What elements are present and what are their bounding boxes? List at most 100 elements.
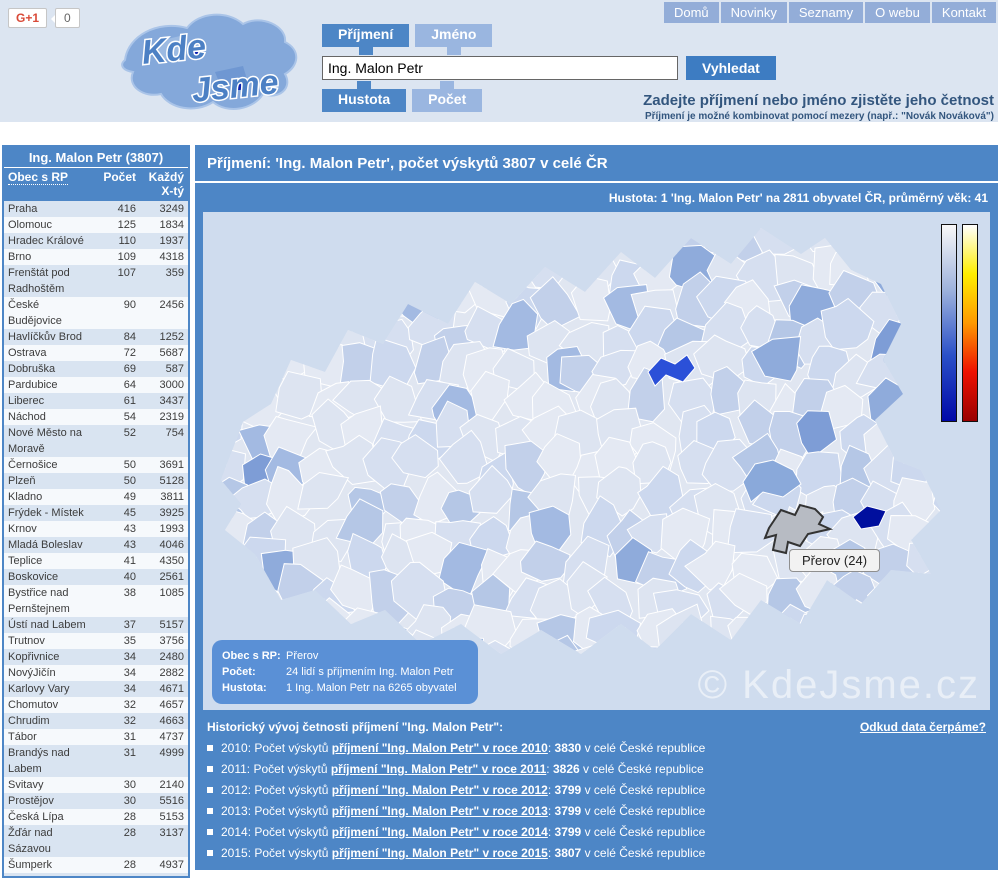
region-prerov-highlighted[interactable] (763, 503, 834, 555)
table-row[interactable]: Dobruška 69 587 (4, 361, 188, 377)
table-row[interactable]: Olomouc 125 1834 (4, 217, 188, 233)
tagline-main: Zadejte příjmení nebo jméno zjistěte jeh… (643, 92, 994, 109)
table-row[interactable]: Prostějov 30 5516 (4, 793, 188, 809)
tab-hustota[interactable]: Hustota (322, 81, 407, 112)
region-bright-blue[interactable] (647, 354, 696, 387)
history-item: 2011: Počet výskytů příjmení "Ing. Malon… (207, 762, 986, 776)
sort-city-link[interactable]: Obec s RP (8, 170, 69, 185)
history-item: 2010: Počet výskytů příjmení "Ing. Malon… (207, 741, 986, 755)
czech-republic-map[interactable] (203, 212, 990, 710)
logo-texture (235, 84, 241, 90)
sidebar-title: Ing. Malon Petr (3807) (4, 147, 188, 168)
table-row[interactable]: Chomutov 32 4657 (4, 697, 188, 713)
history-item: 2012: Počet výskytů příjmení "Ing. Malon… (207, 783, 986, 797)
logo-text-line2: Jsme (190, 63, 280, 110)
history-year-link[interactable]: příjmení "Ing. Malon Petr" v roce 2011 (330, 762, 547, 776)
main-panel: Příjmení: 'Ing. Malon Petr', počet výsky… (195, 145, 998, 870)
table-row[interactable]: Chrudim 32 4663 (4, 713, 188, 729)
nav-item-o-webu[interactable]: O webu (865, 2, 930, 23)
nav-item-kontakt[interactable]: Kontakt (931, 2, 996, 23)
table-row[interactable]: Mladá Boleslav 43 4046 (4, 537, 188, 553)
history-year-link[interactable]: příjmení "Ing. Malon Petr" v roce 2014 (331, 825, 548, 839)
info-box-row: Počet: 24 lidí s příjmením Ing. Malon Pet… (222, 666, 454, 678)
history-year-link[interactable]: příjmení "Ing. Malon Petr" v roce 2015 (331, 846, 548, 860)
table-row[interactable]: Černošice 50 3691 (4, 457, 188, 473)
search-button[interactable]: Vyhledat (686, 56, 776, 80)
watermark: © KdeJsme.cz (697, 663, 980, 707)
table-row[interactable]: Praha 416 3249 (4, 201, 188, 217)
sidebar-rows: Praha 416 3249 Olomouc 125 1834 Hradec Králové… (4, 201, 188, 876)
table-row[interactable]: Ústí nad Labem 37 5157 (4, 617, 188, 633)
table-row[interactable]: Kladno 49 3811 (4, 489, 188, 505)
table-row[interactable]: Česká Lípa 28 5153 (4, 809, 188, 825)
table-row[interactable]: Krnov 43 1993 (4, 521, 188, 537)
history-list: 2010: Počet výskytů příjmení "Ing. Malon… (207, 741, 986, 860)
logo-texture (155, 36, 187, 60)
table-row[interactable]: Brno 109 4318 (4, 249, 188, 265)
logo-texture (191, 50, 198, 57)
table-row[interactable]: Ostrava 72 5687 (4, 345, 188, 361)
region-info-box: Obec s RP: Přerov Počet: 24 lidí s příjmení… (212, 640, 478, 704)
table-row[interactable]: Plzeň 50 5128 (4, 473, 188, 489)
top-nav: Domů Novinky Seznamy O webu Kontakt (663, 2, 996, 23)
nav-item-novinky[interactable]: Novinky (720, 2, 787, 23)
search-input[interactable] (322, 56, 678, 80)
column-header-every: Každý X-tý (148, 170, 184, 198)
table-row[interactable]: Teplice 41 4350 (4, 553, 188, 569)
map-tooltip: Přerov (24) (789, 549, 881, 572)
history-item: 2015: Počet výskytů příjmení "Ing. Malon… (207, 846, 986, 860)
tagline-sub: Příjmení je možné kombinovat pomocí meze… (644, 111, 994, 122)
map-cells[interactable] (203, 212, 990, 710)
column-header-city: Obec s RP (8, 170, 96, 198)
table-row[interactable]: NovýJičín 34 2882 (4, 665, 188, 681)
history-year-link[interactable]: příjmení "Ing. Malon Petr" v roce 2013 (331, 804, 548, 818)
nav-item-domů[interactable]: Domů (663, 2, 719, 23)
site-logo[interactable]: Kde Jsme (95, 2, 320, 122)
logo-text-line1: Kde (140, 27, 208, 72)
table-row[interactable]: Nové Město na Moravě 52 754 (4, 425, 188, 457)
table-row[interactable]: Hradec Králové 110 1937 (4, 233, 188, 249)
table-row[interactable]: Frenštát pod Radhoštěm 107 359 (4, 265, 188, 297)
tab-pocet[interactable]: Počet (412, 81, 483, 112)
tagline: Zadejte příjmení nebo jméno zjistěte jeh… (643, 92, 994, 122)
page-title: Příjmení: 'Ing. Malon Petr', počet výsky… (207, 155, 608, 172)
table-row[interactable]: České Budějovice 90 2456 (4, 297, 188, 329)
history-year-link[interactable]: příjmení "Ing. Malon Petr" v roce 2010 (331, 741, 548, 755)
google-plus-widget: G+1 0 (8, 8, 80, 28)
column-header-count: Počet (103, 170, 136, 184)
table-row[interactable]: Havlíčkův Brod 84 1252 (4, 329, 188, 345)
table-row[interactable]: Žďár nad Sázavou 28 3137 (4, 825, 188, 857)
table-row[interactable]: Boskovice 40 2561 (4, 569, 188, 585)
sidebar-results: Ing. Malon Petr (3807) Obec s RP Počet K… (2, 145, 190, 878)
data-source-link[interactable]: Odkud data čerpáme? (859, 720, 986, 734)
tab-jmeno[interactable]: Jméno (415, 24, 493, 55)
info-box-row: Obec s RP: Přerov (222, 650, 319, 662)
history-section: Historický vývoj četnosti příjmení "Ing.… (195, 710, 998, 860)
table-row[interactable]: Kopřivnice 34 2480 (4, 649, 188, 665)
table-row[interactable]: Trutnov 35 3756 (4, 633, 188, 649)
table-row[interactable]: Šumperk 28 4937 (4, 857, 188, 873)
table-row[interactable]: Bystřice nad Pernštejnem 38 1085 (4, 585, 188, 617)
tab-prijmeni[interactable]: Příjmení (322, 24, 410, 55)
history-year-link[interactable]: příjmení "Ing. Malon Petr" v roce 2012 (331, 783, 548, 797)
region-navy[interactable] (852, 505, 887, 530)
table-row[interactable]: Frýdek - Místek 45 3925 (4, 505, 188, 521)
nav-item-seznamy[interactable]: Seznamy (788, 2, 864, 23)
google-plus-count: 0 (51, 8, 80, 28)
history-item: 2013: Počet výskytů příjmení "Ing. Malon… (207, 804, 986, 818)
region-medium-blue[interactable] (742, 459, 802, 503)
table-row[interactable]: Liberec 61 3437 (4, 393, 188, 409)
table-row[interactable]: Svitavy 30 2140 (4, 777, 188, 793)
table-row[interactable]: Tábor 31 4737 (4, 729, 188, 745)
history-title: Historický vývoj četnosti příjmení "Ing.… (207, 720, 504, 734)
color-scale-blue (941, 224, 957, 422)
table-row[interactable]: Náchod 54 2319 (4, 409, 188, 425)
table-row[interactable]: Brandýs nad Labem 31 4999 (4, 745, 188, 777)
table-row[interactable]: Pardubice 64 3000 (4, 377, 188, 393)
table-row[interactable]: Karlovy Vary 34 4671 (4, 681, 188, 697)
color-scale-heat (962, 224, 978, 422)
header: G+1 0 Kde Jsme Domů Novinky Seznamy O webu K… (0, 0, 998, 122)
choropleth-map-area: Přerov (24) Obec s RP: Přerov Počet: 24 lid… (203, 212, 990, 710)
google-plus-button[interactable]: G+1 (8, 8, 48, 28)
table-row[interactable]: Rychnov nad272544 (4, 873, 188, 876)
